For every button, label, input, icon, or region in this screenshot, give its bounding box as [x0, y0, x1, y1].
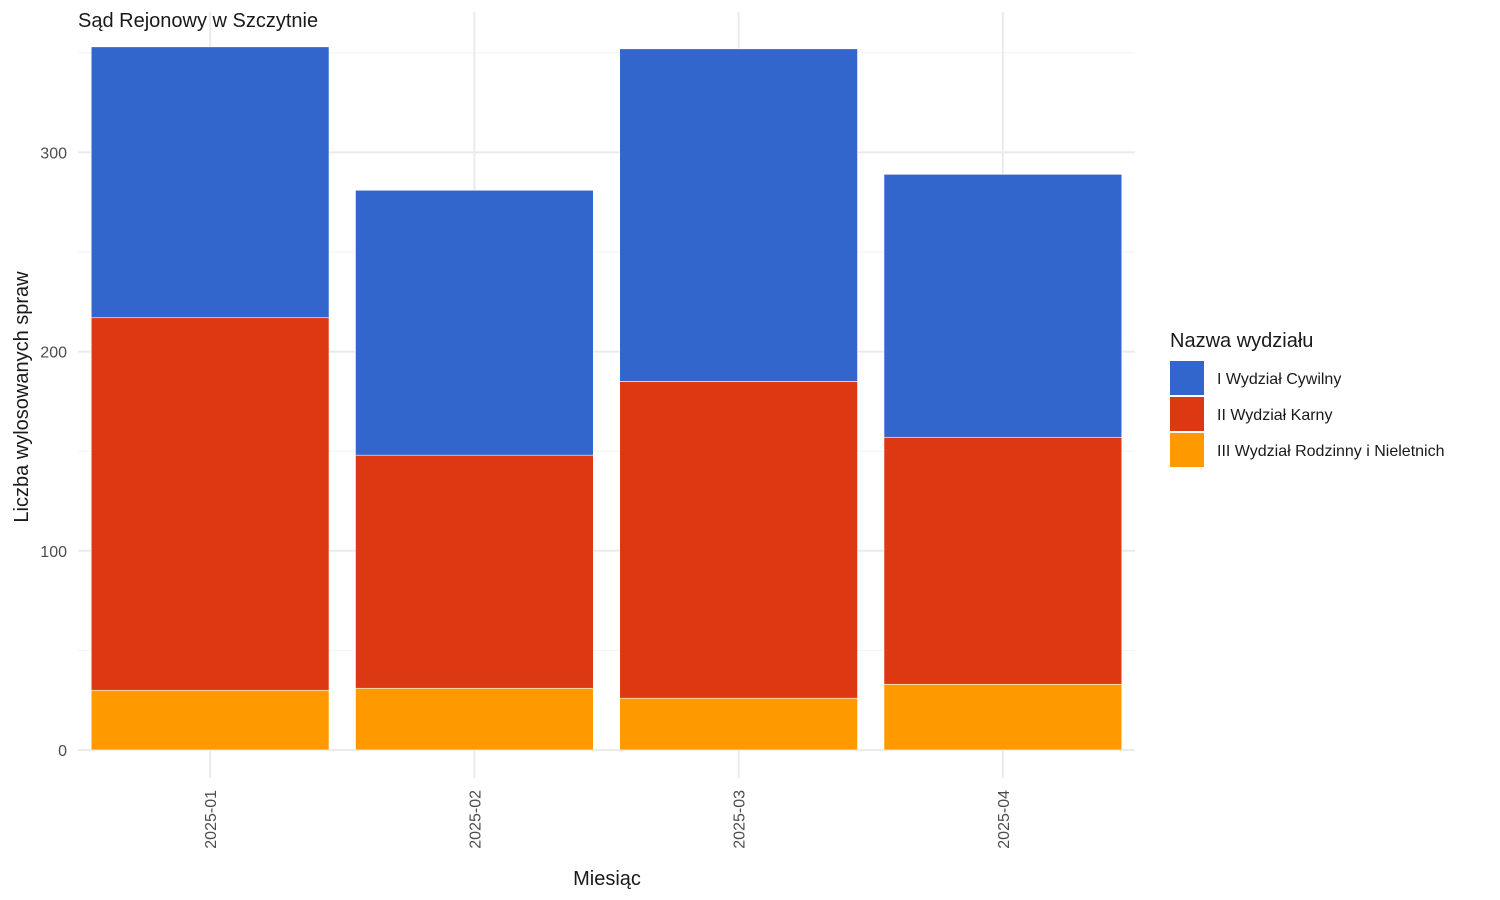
x-tick-label: 2025-01: [203, 790, 220, 849]
legend-title: Nazwa wydziału: [1170, 330, 1313, 352]
legend-swatch: [1170, 361, 1204, 395]
x-axis-title: Miesiąc: [573, 868, 641, 890]
bar-segment: [883, 436, 1123, 685]
bar-segment: [355, 454, 594, 689]
legend: Nazwa wydziału I Wydział Cywilny II Wydzi…: [1170, 330, 1445, 467]
chart-title: Sąd Rejonowy w Szczytnie: [78, 10, 318, 32]
legend-swatch: [1170, 433, 1204, 467]
y-axis-ticks: 0 100 200 300: [40, 145, 67, 760]
y-tick-label: 300: [40, 145, 67, 162]
x-tick-label: 2025-04: [996, 790, 1013, 849]
y-tick-label: 200: [40, 345, 67, 362]
legend-swatch: [1170, 397, 1204, 431]
bar-segment: [619, 48, 858, 382]
bars: [90, 46, 1123, 751]
legend-label: I Wydział Cywilny: [1217, 371, 1341, 388]
bar-segment: [90, 46, 330, 319]
bar-segment: [883, 174, 1123, 438]
x-axis-ticks: 2025-01 2025-02 2025-03 2025-04: [203, 790, 1013, 849]
legend-label: II Wydział Karny: [1217, 407, 1332, 424]
y-axis-title: Liczba wylosowanych spraw: [11, 271, 33, 523]
bar-segment: [619, 697, 858, 751]
bar-segment: [355, 687, 594, 751]
y-tick-label: 100: [40, 544, 67, 561]
bar-segment: [90, 689, 330, 751]
bar-segment: [355, 189, 594, 456]
bar-segment: [90, 317, 330, 691]
bar-segment: [883, 683, 1123, 751]
x-tick-label: 2025-02: [467, 790, 484, 849]
y-tick-label: 0: [58, 743, 67, 760]
x-tick-label: 2025-03: [732, 790, 749, 849]
legend-label: III Wydział Rodzinny i Nieletnich: [1217, 443, 1445, 460]
bar-segment: [619, 381, 858, 699]
